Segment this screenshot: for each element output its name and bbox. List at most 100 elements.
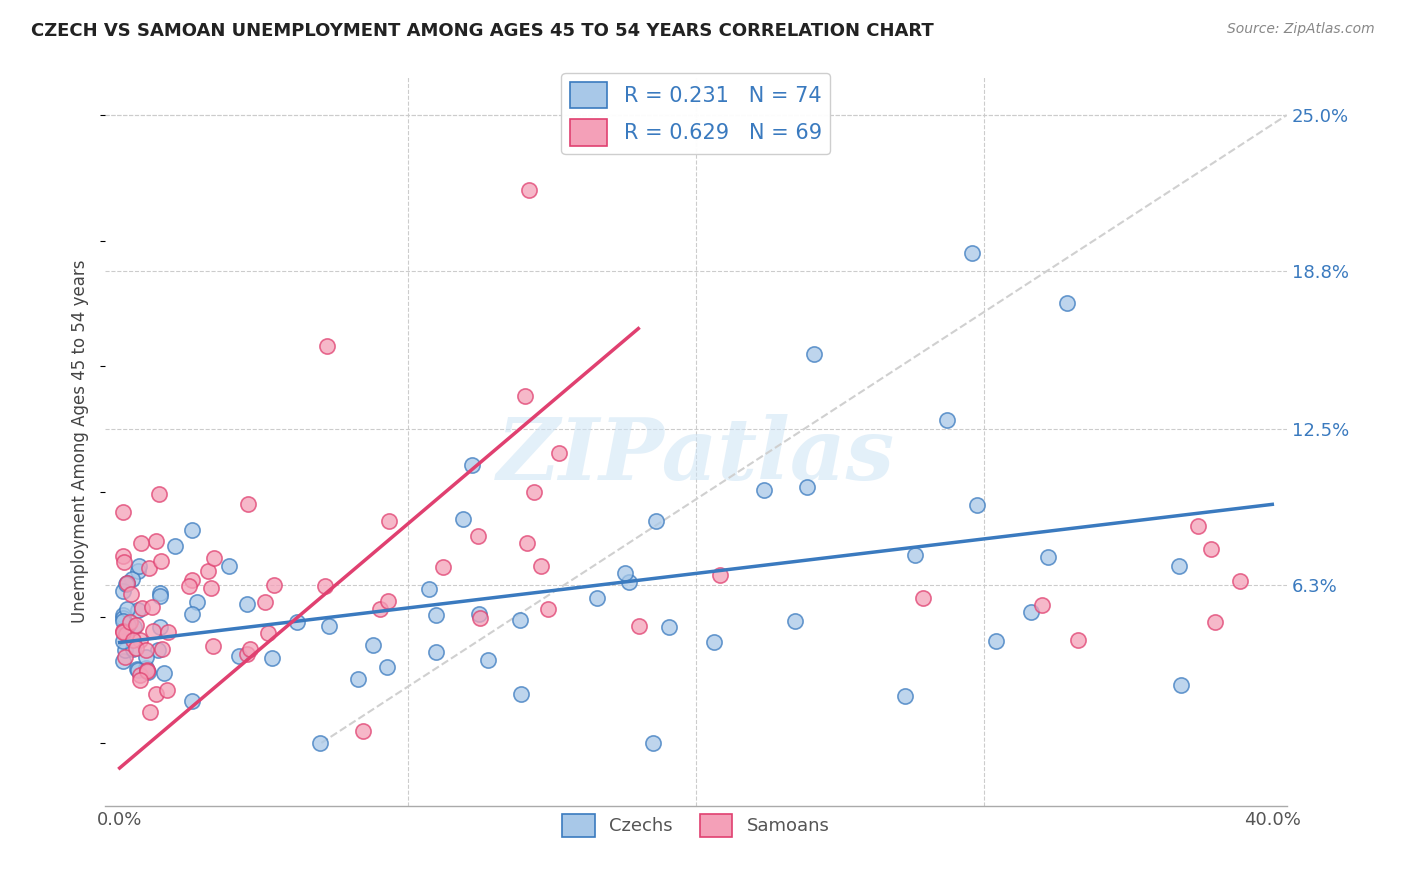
Point	[263, 578, 285, 592]
Point	[148, 487, 170, 501]
Point	[127, 663, 149, 677]
Point	[239, 642, 262, 657]
Point	[257, 625, 280, 640]
Point	[254, 595, 277, 609]
Point	[645, 514, 668, 528]
Point	[149, 585, 172, 599]
Point	[960, 246, 983, 260]
Point	[425, 645, 447, 659]
Point	[121, 572, 143, 586]
Point	[984, 633, 1007, 648]
Point	[127, 564, 149, 578]
Point	[1201, 541, 1223, 556]
Point	[165, 539, 187, 553]
Point	[139, 705, 162, 719]
Point	[460, 458, 482, 472]
Point	[236, 597, 259, 611]
Point	[936, 413, 959, 427]
Point	[156, 624, 179, 639]
Point	[127, 662, 149, 676]
Point	[149, 589, 172, 603]
Point	[377, 515, 399, 529]
Point	[347, 673, 370, 687]
Point	[1036, 549, 1059, 564]
Point	[114, 625, 136, 640]
Point	[703, 634, 725, 648]
Point	[658, 620, 681, 634]
Point	[120, 587, 142, 601]
Point	[377, 594, 399, 608]
Point	[316, 339, 339, 353]
Point	[115, 627, 138, 641]
Point	[904, 548, 927, 562]
Point	[138, 560, 160, 574]
Point	[548, 445, 571, 459]
Point	[131, 601, 153, 615]
Point	[785, 615, 807, 629]
Text: CZECH VS SAMOAN UNEMPLOYMENT AMONG AGES 45 TO 54 YEARS CORRELATION CHART: CZECH VS SAMOAN UNEMPLOYMENT AMONG AGES …	[31, 22, 934, 40]
Point	[136, 665, 159, 679]
Point	[309, 736, 332, 750]
Point	[114, 650, 136, 665]
Point	[117, 618, 139, 632]
Point	[614, 566, 637, 581]
Point	[118, 615, 141, 629]
Point	[1204, 615, 1226, 630]
Legend: Czechs, Samoans: Czechs, Samoans	[555, 806, 837, 844]
Text: ZIPatlas: ZIPatlas	[496, 415, 896, 498]
Point	[111, 654, 134, 668]
Point	[111, 608, 134, 623]
Point	[145, 687, 167, 701]
Point	[368, 601, 391, 615]
Point	[467, 529, 489, 543]
Point	[617, 574, 640, 589]
Point	[149, 620, 172, 634]
Point	[112, 555, 135, 569]
Point	[156, 683, 179, 698]
Point	[1019, 605, 1042, 619]
Point	[181, 607, 204, 621]
Point	[418, 582, 440, 596]
Point	[260, 650, 283, 665]
Point	[135, 643, 157, 657]
Point	[135, 649, 157, 664]
Point	[477, 653, 499, 667]
Point	[432, 559, 454, 574]
Point	[509, 613, 531, 627]
Point	[236, 647, 259, 661]
Point	[375, 660, 398, 674]
Point	[117, 601, 139, 615]
Point	[128, 558, 150, 573]
Point	[627, 619, 650, 633]
Point	[128, 632, 150, 647]
Point	[111, 624, 134, 639]
Point	[1066, 633, 1088, 648]
Point	[641, 736, 664, 750]
Point	[115, 575, 138, 590]
Point	[1187, 518, 1209, 533]
Point	[125, 641, 148, 656]
Point	[125, 617, 148, 632]
Point	[796, 480, 818, 494]
Point	[111, 584, 134, 599]
Point	[127, 603, 149, 617]
Point	[149, 553, 172, 567]
Point	[1056, 296, 1078, 310]
Y-axis label: Unemployment Among Ages 45 to 54 years: Unemployment Among Ages 45 to 54 years	[72, 260, 89, 624]
Point	[966, 499, 988, 513]
Point	[129, 667, 152, 681]
Point	[112, 634, 135, 648]
Point	[142, 624, 165, 639]
Point	[111, 615, 134, 629]
Point	[513, 389, 536, 403]
Point	[136, 665, 159, 679]
Point	[523, 484, 546, 499]
Point	[517, 184, 540, 198]
Point	[146, 643, 169, 657]
Text: Source: ZipAtlas.com: Source: ZipAtlas.com	[1227, 22, 1375, 37]
Point	[516, 536, 538, 550]
Point	[124, 620, 146, 634]
Point	[1167, 558, 1189, 573]
Point	[111, 625, 134, 640]
Point	[361, 638, 384, 652]
